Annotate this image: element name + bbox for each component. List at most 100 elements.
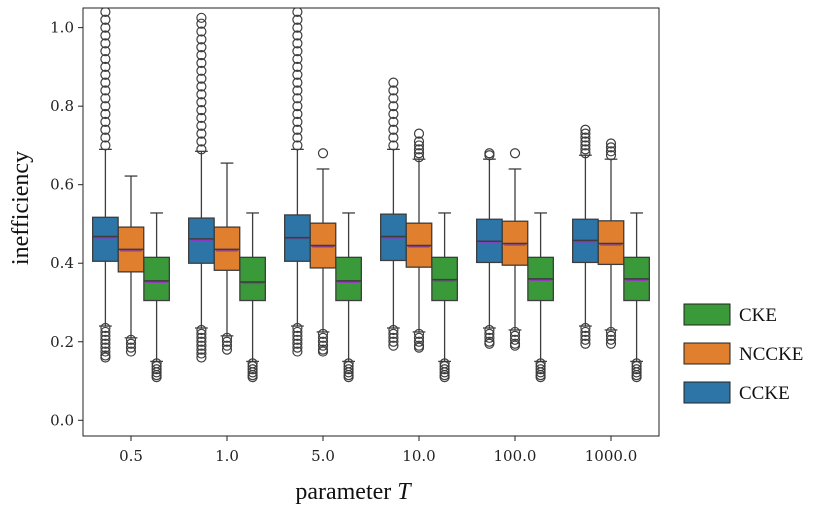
outlier-point [125, 338, 137, 349]
outlier-point [292, 46, 303, 57]
outlier-point [196, 352, 207, 363]
outlier-point [100, 326, 111, 338]
legend-swatch-ccke [683, 381, 731, 404]
outlier-point [100, 93, 111, 104]
plot-area [92, 8, 650, 383]
outlier-point [343, 372, 354, 383]
outlier-point [247, 367, 258, 378]
outlier-point [292, 8, 303, 18]
outlier-point [580, 124, 591, 135]
outlier-point [292, 330, 303, 341]
outlier-point [196, 128, 207, 139]
outlier-point [605, 326, 617, 338]
outlier-point [317, 346, 329, 357]
outlier-point [196, 336, 207, 347]
outlier-point [292, 342, 303, 353]
box-nccke-1.0 [213, 162, 241, 355]
plot-frame [82, 7, 660, 437]
outlier-point [317, 336, 329, 347]
outlier-point [484, 148, 495, 159]
outlier-point [413, 342, 425, 353]
box-nccke-5.0 [309, 148, 337, 357]
outlier-point [292, 132, 303, 143]
box-body [597, 220, 625, 266]
outlier-point [580, 128, 591, 139]
outlier-point [580, 140, 591, 151]
outlier-point [196, 136, 207, 147]
outlier-point [100, 8, 111, 18]
outlier-point [388, 77, 399, 88]
outlier-point [247, 372, 258, 383]
x-axis: 0.5 1.0 5.0 10.0 100.0 1000.0 [119, 436, 637, 465]
outlier-point [388, 101, 399, 112]
outlier-point [100, 116, 111, 127]
legend-label-cke: CKE [739, 305, 777, 326]
outlier-point [580, 148, 591, 159]
outlier-point [605, 150, 617, 161]
box-body [143, 256, 170, 302]
outlier-point [631, 367, 642, 378]
box-cke-0.5 [143, 212, 170, 383]
box-body [335, 256, 362, 302]
box-ccke-1.0 [188, 12, 215, 363]
outlier-point [605, 138, 617, 149]
outlier-point [439, 364, 450, 375]
outlier-point [196, 89, 207, 100]
outlier-point [100, 69, 111, 80]
outlier-point [196, 332, 207, 343]
outlier-point [196, 348, 207, 359]
outlier-point [247, 364, 258, 375]
outlier-point [196, 34, 207, 45]
outlier-point [580, 322, 591, 334]
outlier-point [221, 332, 233, 343]
outlier-point [605, 142, 617, 153]
box-cke-1.0 [239, 212, 266, 383]
outlier-point [388, 332, 399, 343]
outlier-point [292, 338, 303, 349]
outlier-point [196, 65, 207, 76]
outlier-point [388, 324, 399, 336]
outlier-point [292, 140, 303, 151]
outlier-point [196, 344, 207, 355]
x-tick-label: 0.5 [119, 447, 143, 465]
outlier-point [509, 340, 521, 351]
outlier-point [580, 334, 591, 345]
outlier-point [100, 53, 111, 65]
box-cke-1000.0 [623, 212, 650, 383]
outlier-point [100, 334, 111, 345]
outlier-point [388, 124, 399, 135]
outlier-point [100, 108, 111, 120]
outlier-point [196, 144, 207, 155]
outlier-point [196, 112, 207, 124]
y-tick-label: 0.2 [50, 333, 74, 351]
outlier-point [509, 148, 521, 159]
outlier-point [292, 14, 303, 25]
legend-swatch-cke [683, 303, 731, 326]
outlier-point [292, 61, 303, 72]
outlier-point [196, 340, 207, 351]
outlier-point [100, 38, 111, 49]
outlier-point [196, 42, 207, 53]
outlier-point [413, 140, 425, 151]
outlier-point [100, 30, 111, 41]
outlier-point [221, 336, 233, 347]
outlier-point [509, 326, 521, 338]
outlier-point [292, 69, 303, 80]
outlier-point [292, 334, 303, 345]
outlier-point [100, 346, 111, 357]
box-nccke-10.0 [405, 128, 433, 353]
x-tick-label: 10.0 [402, 447, 435, 465]
outlier-point [196, 104, 207, 116]
outlier-point [196, 26, 207, 37]
box-nccke-1000.0 [597, 138, 625, 349]
outlier-point [100, 124, 111, 135]
outlier-point [580, 132, 591, 143]
outlier-point [196, 57, 207, 69]
outlier-point [196, 328, 207, 340]
outlier-point [317, 328, 329, 340]
outlier-point [413, 152, 425, 163]
outlier-point [535, 367, 546, 378]
outlier-point [439, 367, 450, 378]
outlier-point [151, 372, 162, 383]
